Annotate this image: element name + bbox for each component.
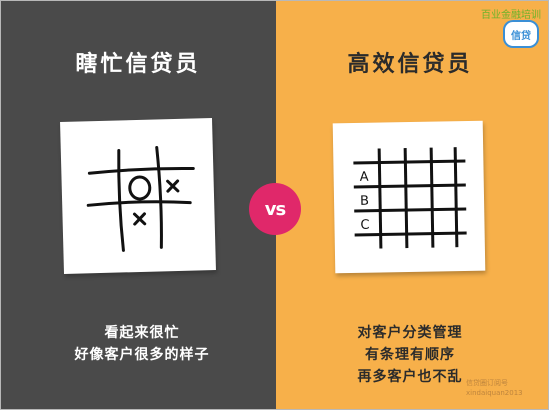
watermark-line-2: xindaiquan2013 — [466, 389, 523, 397]
right-panel-title: 高效信贷员 — [347, 52, 473, 77]
right-caption-line-3: 再多客户也不乱 — [357, 369, 463, 385]
brand-watermark: 百业金融培训 信贷 — [461, 6, 541, 48]
left-caption-line-2: 好像客户很多的样子 — [74, 347, 210, 363]
right-caption-line-1: 对客户分类管理 — [357, 325, 463, 341]
watermark-line-1: 信贷圈订阅号 — [466, 379, 508, 387]
neat-grid-sketch: A B C — [353, 147, 467, 249]
grid-label-c: C — [360, 218, 369, 233]
brand-logo-icon: 信贷 — [503, 20, 539, 48]
left-sticky-note — [60, 118, 216, 274]
grid-label-a: A — [360, 170, 369, 185]
left-caption: 看起来很忙 好像客户很多的样子 — [22, 322, 262, 366]
right-sticky-note: A B C — [332, 120, 486, 274]
left-caption-line-1: 看起来很忙 — [104, 325, 180, 341]
messy-grid-sketch — [86, 145, 195, 252]
right-caption-line-2: 有条理有顺序 — [365, 347, 455, 363]
grid-label-b: B — [360, 194, 369, 209]
left-panel-title: 瞎忙信贷员 — [75, 52, 201, 77]
vs-badge: vs — [249, 183, 301, 235]
brand-text: 百业金融培训 — [481, 10, 541, 21]
wechat-watermark: 信贷圈订阅号 xindaiquan2013 — [466, 378, 523, 398]
right-caption: 对客户分类管理 有条理有顺序 再多客户也不乱 — [290, 322, 530, 388]
